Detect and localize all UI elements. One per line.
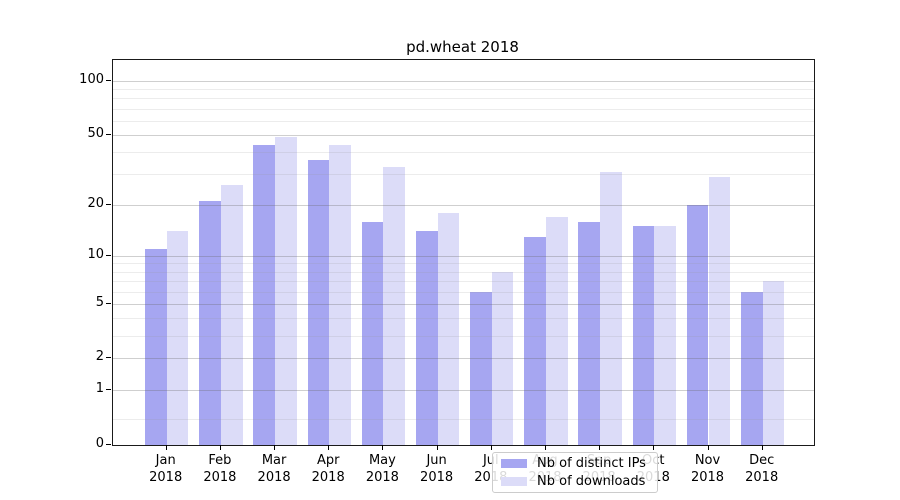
- x-tick-mark: [599, 445, 601, 450]
- x-tick-label: Apr 2018: [311, 453, 345, 485]
- y-tick-mark: [106, 357, 111, 359]
- x-tick-mark: [490, 445, 492, 450]
- gridline-major: [113, 134, 814, 136]
- legend-swatch-distinct-ips: [501, 459, 527, 468]
- gridline-minor: [113, 174, 814, 176]
- y-tick-label: 20: [87, 195, 104, 211]
- bar-ips-mar: [253, 144, 276, 445]
- bar-ips-jun: [415, 231, 438, 445]
- bar-ips-dec: [740, 291, 763, 445]
- bar-downloads-jun: [437, 212, 460, 445]
- legend: Nb of distinct IPs Nb of downloads: [492, 452, 658, 493]
- x-tick-mark: [545, 445, 546, 450]
- x-tick-label: Nov 2018: [690, 453, 725, 485]
- legend-label-downloads: Nb of downloads: [537, 474, 646, 489]
- bar-ips-may: [361, 221, 384, 445]
- x-tick-label: Feb 2018: [203, 453, 237, 485]
- bar-downloads-jul: [491, 271, 514, 445]
- bar-downloads-may: [383, 166, 406, 445]
- x-tick-mark: [382, 445, 384, 450]
- legend-swatch-downloads: [501, 477, 527, 486]
- y-tick-mark: [106, 302, 111, 304]
- gridline-major: [113, 81, 814, 82]
- bar-ips-sep: [578, 221, 601, 445]
- plot-area: Nb of distinct IPs Nb of downloads: [112, 59, 815, 493]
- y-tick-mark: [106, 80, 111, 81]
- x-tick-label: Dec 2018: [745, 453, 779, 485]
- bar-ips-apr: [307, 160, 330, 445]
- x-tick-mark: [219, 445, 221, 450]
- bar-downloads-aug: [545, 217, 568, 445]
- bar-ips-aug: [524, 236, 546, 445]
- bar-ips-feb: [199, 201, 221, 445]
- x-tick-mark: [274, 445, 276, 450]
- gridline-minor: [113, 152, 814, 154]
- bar-ips-nov: [686, 204, 709, 445]
- gridline-minor: [113, 120, 814, 122]
- bar-ips-jul: [470, 291, 492, 445]
- legend-row-downloads: Nb of downloads: [501, 474, 649, 489]
- y-tick-label: 0: [95, 436, 104, 451]
- chart-title: pd.wheat 2018: [406, 38, 519, 56]
- y-tick-label: 50: [87, 125, 104, 141]
- legend-label-distinct-ips: Nb of distinct IPs: [537, 456, 646, 471]
- bar-downloads-nov: [708, 176, 731, 445]
- y-tick-mark: [106, 254, 111, 256]
- bar-downloads-jan: [166, 231, 189, 445]
- y-tick-label: 5: [95, 294, 104, 310]
- x-tick-label: May 2018: [365, 453, 399, 485]
- x-tick-mark: [165, 445, 167, 450]
- y-tick-mark: [106, 203, 111, 205]
- gridline-minor: [113, 98, 814, 100]
- y-tick-label: 2: [95, 349, 104, 365]
- bar-downloads-dec: [762, 281, 785, 445]
- x-tick-mark: [328, 445, 330, 450]
- y-tick-mark: [106, 444, 111, 445]
- x-tick-mark: [436, 445, 438, 450]
- y-tick-mark: [106, 389, 111, 391]
- x-tick-mark: [653, 445, 655, 450]
- x-tick-label: Jan 2018: [149, 453, 183, 485]
- x-tick-label: Mar 2018: [257, 453, 291, 485]
- gridline-minor: [113, 89, 814, 91]
- bar-ips-oct: [632, 226, 655, 445]
- bar-downloads-apr: [329, 144, 351, 445]
- bar-downloads-mar: [275, 136, 297, 445]
- bar-downloads-feb: [220, 185, 243, 445]
- gridline-minor: [113, 108, 814, 110]
- y-tick-label: 10: [87, 246, 104, 262]
- x-tick-label: Jun 2018: [420, 453, 454, 485]
- bar-downloads-oct: [654, 226, 676, 445]
- y-tick-label: 1: [95, 381, 104, 397]
- y-tick-label: 100: [79, 72, 104, 87]
- x-tick-mark: [707, 445, 709, 450]
- x-tick-mark: [761, 445, 763, 450]
- bar-ips-jan: [145, 249, 167, 445]
- bar-downloads-sep: [600, 171, 622, 445]
- y-tick-mark: [106, 133, 111, 135]
- legend-row-distinct-ips: Nb of distinct IPs: [501, 456, 649, 471]
